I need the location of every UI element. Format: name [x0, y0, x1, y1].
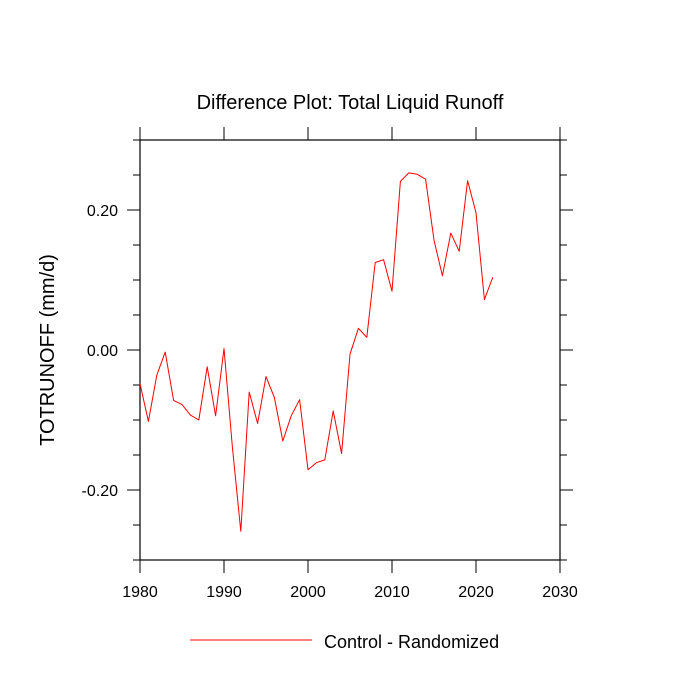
y-tick-label: 0.20: [87, 203, 118, 220]
axis-ticks: [127, 127, 573, 573]
plot-frame: [139, 139, 561, 561]
y-tick-label: 0.00: [87, 343, 118, 360]
x-tick-label: 2000: [290, 584, 326, 601]
x-tick-label: 2030: [542, 584, 578, 601]
series-layer: [139, 172, 494, 532]
legend-label: Control - Randomized: [324, 632, 499, 652]
series-line: [139, 172, 494, 532]
x-axis: 1980 1990 2000 2010 2020 2030: [122, 584, 578, 601]
y-tick-label: -0.20: [82, 483, 119, 500]
x-tick-label: 2020: [458, 584, 494, 601]
x-tick-label: 1990: [206, 584, 242, 601]
legend: Control - Randomized: [190, 632, 499, 652]
x-tick-label: 2010: [374, 584, 410, 601]
y-axis: -0.20 0.00 0.20: [82, 203, 119, 500]
y-axis-label: TOTRUNOFF (mm/d): [37, 254, 59, 446]
x-tick-label: 1980: [122, 584, 158, 601]
chart-title: Difference Plot: Total Liquid Runoff: [197, 92, 504, 114]
